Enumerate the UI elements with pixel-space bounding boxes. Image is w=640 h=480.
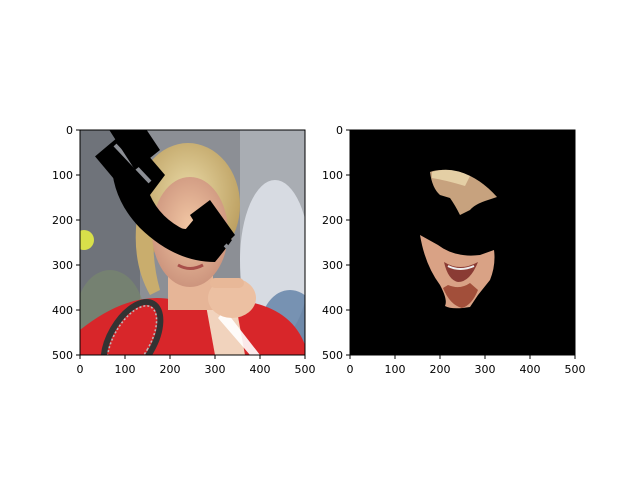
y-tick-label: 100: [52, 169, 73, 182]
y-tick-label: 500: [322, 349, 343, 362]
y-tick-label: 0: [336, 124, 343, 137]
x-tick-label: 200: [160, 363, 181, 376]
left-axes-frame: [79, 129, 306, 356]
y-tick-label: 400: [52, 304, 73, 317]
left-axes: 0 100 200 300 400 500 0 100 200 300 400 500: [52, 124, 316, 376]
y-tick-label: 300: [52, 259, 73, 272]
y-tick-label: 0: [66, 124, 73, 137]
right-mask: [350, 130, 575, 355]
right-axes: 0 100 200 300 400 500 0 100 200 300 400 500: [322, 124, 586, 376]
left-photo: [80, 130, 305, 355]
x-tick-label: 500: [295, 363, 316, 376]
phone-occluder: [95, 130, 235, 262]
y-tick-label: 500: [52, 349, 73, 362]
right-axes-frame: [349, 129, 576, 356]
x-tick-label: 400: [250, 363, 271, 376]
y-tick-label: 300: [322, 259, 343, 272]
y-tick-label: 200: [52, 214, 73, 227]
x-tick-label: 300: [475, 363, 496, 376]
y-tick-label: 400: [322, 304, 343, 317]
tennis-ball: [80, 230, 94, 250]
x-tick-label: 100: [385, 363, 406, 376]
y-tick-label: 200: [322, 214, 343, 227]
x-tick-label: 300: [205, 363, 226, 376]
y-tick-label: 100: [322, 169, 343, 182]
x-tick-label: 0: [77, 363, 84, 376]
x-tick-label: 100: [115, 363, 136, 376]
x-tick-label: 200: [430, 363, 451, 376]
x-tick-label: 0: [347, 363, 354, 376]
x-tick-label: 500: [565, 363, 586, 376]
x-tick-label: 400: [520, 363, 541, 376]
